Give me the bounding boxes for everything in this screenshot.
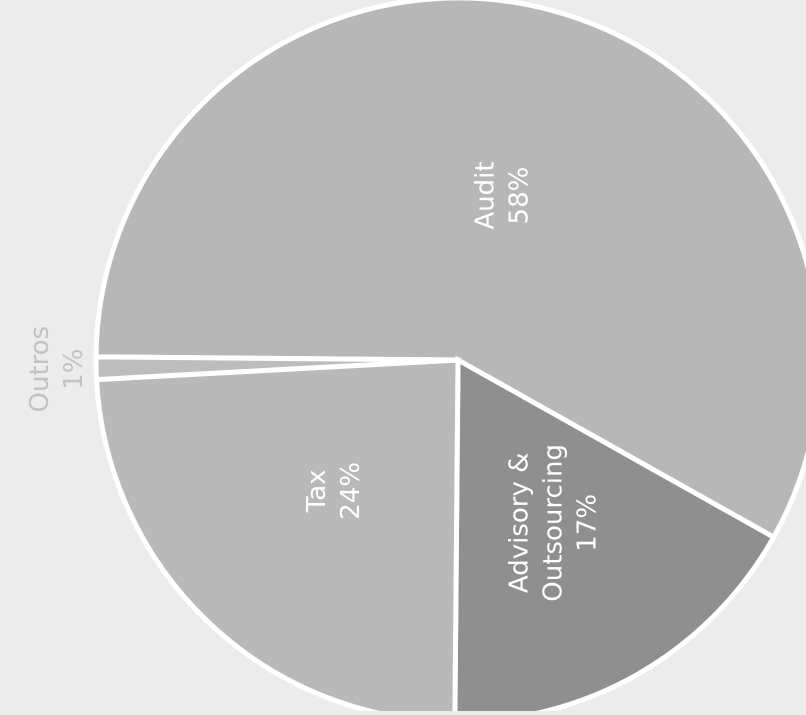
slice-name-label: Outsourcing (538, 444, 568, 602)
slice-name-label: Advisory & (504, 453, 534, 594)
slice-label-tax: Tax 24% (302, 462, 366, 520)
pie-slice-audit (93, 0, 806, 541)
slices-layer (93, 0, 806, 715)
slice-name-label: Tax (302, 469, 332, 513)
slice-percent-label: 58% (505, 167, 535, 225)
pie-slice-tax (93, 357, 461, 715)
slice-percent-label: 24% (336, 462, 366, 520)
slice-name-label: Audit (471, 161, 501, 229)
slice-percent-label: 1% (59, 348, 89, 389)
pie-slice-advisory-outsourcing (452, 355, 778, 715)
slice-label-advisory-outsourcing: Advisory & Outsourcing 17% (504, 444, 602, 602)
slice-percent-label: 17% (572, 494, 602, 552)
slice-name-label: Outros (25, 326, 55, 413)
slice-label-outros: Outros 1% (25, 326, 89, 413)
slice-label-audit: Audit 58% (471, 161, 535, 229)
labels-layer: Audit 58% Advisory & Outsourcing 17% Tax 24% Ou… (25, 161, 602, 601)
pie-slice-outros (93, 354, 459, 383)
